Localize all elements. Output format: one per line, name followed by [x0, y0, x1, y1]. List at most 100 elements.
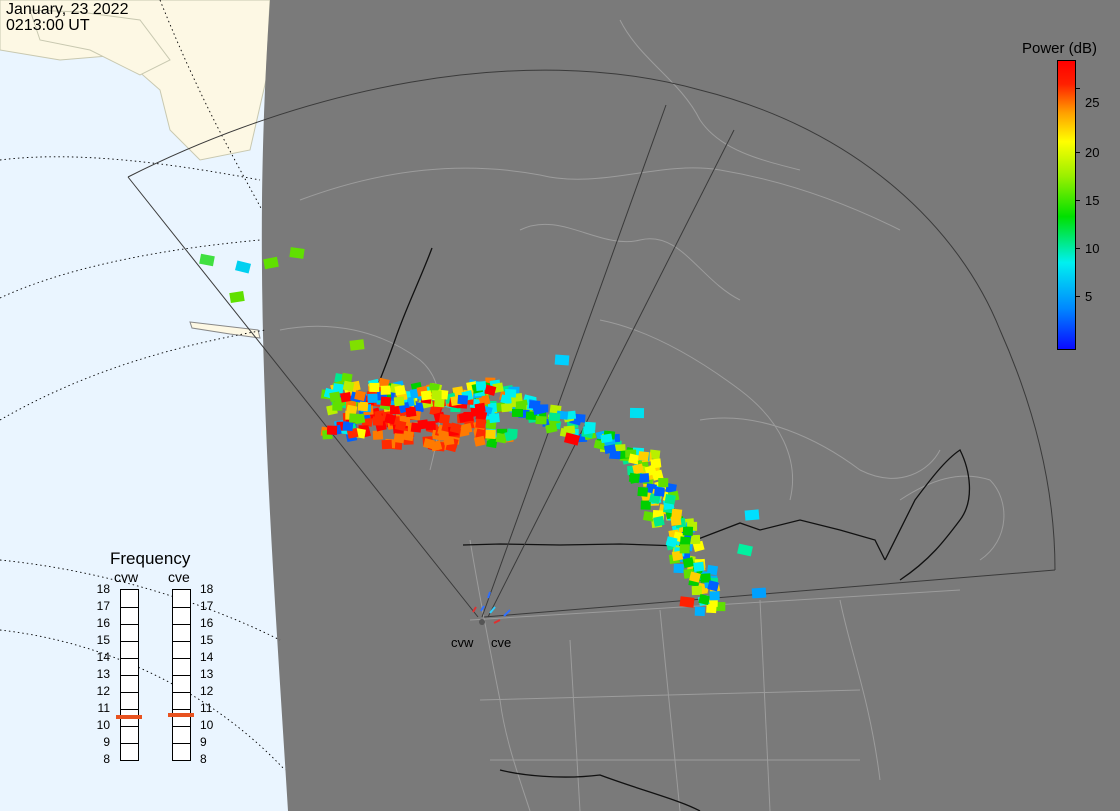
- echo-cell: [349, 413, 360, 423]
- echo-cell: [670, 515, 682, 526]
- frequency-indicator-cvw: [116, 714, 142, 719]
- frequency-scale-label: 17: [96, 599, 110, 613]
- echo-cell: [234, 260, 252, 274]
- frequency-cell-divider: [173, 658, 190, 659]
- echo-cell: [691, 585, 702, 596]
- echo-cell: [629, 407, 645, 419]
- radar-fov: [127, 69, 1056, 618]
- colorbar-tick-label: 5: [1085, 289, 1093, 304]
- frequency-scale-label: 12: [200, 684, 214, 698]
- colorbar-tick-mark: [1075, 88, 1080, 89]
- echo-cell: [583, 424, 596, 435]
- frequency-cell-divider: [121, 658, 138, 659]
- echo-cell: [393, 396, 405, 407]
- frequency-cell-divider: [121, 743, 138, 744]
- colorbar-tick-label: 10: [1085, 241, 1100, 256]
- echo-cell: [504, 388, 517, 398]
- echo-cell: [709, 591, 720, 601]
- echo-cell: [638, 451, 650, 462]
- echo-cell: [528, 400, 541, 409]
- echo-cell: [628, 472, 641, 484]
- frequency-cell-divider: [121, 607, 138, 608]
- echo-cell: [341, 372, 353, 384]
- echo-cell: [554, 354, 570, 366]
- echo-cell: [501, 403, 513, 413]
- echo-cell: [484, 384, 497, 396]
- echo-cell: [682, 526, 694, 536]
- frequency-scale-label: 16: [200, 616, 214, 630]
- echo-cell: [357, 401, 369, 412]
- colorbar-tick-mark: [1075, 200, 1080, 201]
- echo-cell: [402, 430, 415, 442]
- colorbar-title: Power (dB): [1022, 40, 1098, 57]
- echo-cell: [737, 543, 753, 557]
- echo-cell: [452, 386, 464, 397]
- frequency-scale-label: 11: [200, 701, 213, 715]
- echo-cell: [263, 256, 279, 270]
- echo-cell: [628, 453, 640, 465]
- backscatter-echoes: [199, 247, 767, 617]
- national-border: [371, 247, 971, 811]
- frequency-cell-divider: [173, 692, 190, 693]
- echo-cell: [229, 290, 245, 304]
- frequency-scale-label: 14: [96, 650, 110, 664]
- echo-cell: [535, 415, 547, 425]
- echo-cell: [511, 408, 523, 417]
- frequency-scale-label: 10: [96, 718, 110, 732]
- site-label-cve: cve: [491, 635, 512, 650]
- echo-cell: [649, 449, 661, 460]
- echo-cell: [632, 463, 644, 475]
- echo-cell: [673, 563, 684, 574]
- frequency-scale-label: 10: [200, 718, 214, 732]
- aleutian-islands: [189, 321, 261, 339]
- echo-cell: [679, 596, 695, 608]
- echo-cell: [326, 425, 338, 435]
- echo-cell: [485, 429, 496, 439]
- frequency-cell-divider: [121, 624, 138, 625]
- echo-cell: [679, 544, 690, 554]
- echo-cell: [694, 606, 706, 617]
- echo-cell: [289, 247, 305, 259]
- frequency-indicator-cve: [168, 712, 194, 717]
- echo-cell: [449, 422, 462, 434]
- echo-cell: [438, 413, 451, 425]
- echo-cell: [473, 435, 486, 447]
- echo-cell: [664, 493, 676, 505]
- echo-cell: [614, 444, 626, 453]
- echo-cell: [384, 413, 397, 425]
- frequency-cell-divider: [173, 709, 190, 710]
- bering-coast: [29, 9, 171, 76]
- frequency-cell-divider: [121, 641, 138, 642]
- frequency-cell-divider: [173, 743, 190, 744]
- timestamp-time: 0213:00 UT: [6, 17, 90, 34]
- echo-cell: [563, 432, 581, 446]
- echo-cell: [413, 401, 425, 413]
- frequency-cell-divider: [173, 624, 190, 625]
- echo-cell: [640, 500, 651, 510]
- echo-cell: [650, 458, 662, 469]
- echo-cell: [475, 410, 488, 422]
- echo-cell: [600, 433, 613, 444]
- frequency-cell-divider: [173, 607, 190, 608]
- colorbar-tick-label: 20: [1085, 145, 1100, 160]
- frequency-cell-divider: [121, 726, 138, 727]
- echo-cell: [367, 393, 378, 404]
- echo-cell: [707, 580, 720, 592]
- frequency-scale-label: 13: [96, 667, 110, 681]
- echo-cell: [698, 594, 711, 606]
- frequency-scale-label: 9: [103, 735, 110, 749]
- site-vectors: [472, 591, 511, 624]
- echo-cell: [515, 402, 527, 412]
- echo-cell: [495, 432, 508, 444]
- colorbar-tick-label: 15: [1085, 193, 1100, 208]
- echo-cell: [430, 440, 443, 452]
- echo-cell: [665, 483, 677, 494]
- echo-cell: [693, 561, 705, 572]
- echo-cell: [431, 390, 442, 400]
- echo-cell: [372, 416, 383, 426]
- frequency-column-cvw: [120, 589, 139, 761]
- frequency-scale-label: 18: [96, 582, 110, 596]
- echo-cell: [715, 602, 726, 612]
- frequency-cell-divider: [173, 641, 190, 642]
